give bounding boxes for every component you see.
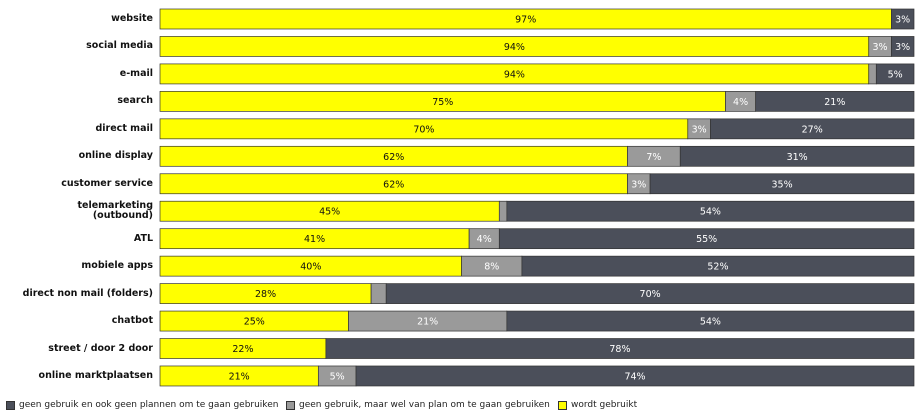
category-label: mobiele apps bbox=[81, 260, 153, 272]
bar-segment bbox=[506, 200, 915, 222]
value-label: 5% bbox=[888, 69, 903, 80]
category-label: direct mail bbox=[95, 122, 154, 134]
category-label: social media bbox=[86, 40, 153, 52]
value-label: 52% bbox=[707, 262, 728, 273]
value-label: 40% bbox=[300, 262, 321, 273]
bar-segment bbox=[868, 63, 877, 85]
bar-segment bbox=[755, 91, 915, 112]
legend-item: wordt gebruikt bbox=[558, 400, 637, 410]
bar-segment bbox=[710, 118, 915, 140]
bar-segment bbox=[649, 173, 915, 195]
value-label: 74% bbox=[624, 371, 645, 382]
bar-segment bbox=[891, 36, 915, 57]
value-label: 55% bbox=[696, 234, 717, 245]
value-label: 70% bbox=[413, 124, 434, 135]
value-label: 97% bbox=[515, 15, 536, 26]
value-label: 35% bbox=[771, 179, 792, 190]
value-label: 54% bbox=[700, 317, 721, 328]
value-label: 3% bbox=[631, 179, 646, 190]
bar-segment bbox=[679, 145, 915, 167]
bar-segment bbox=[521, 255, 915, 277]
category-label: chatbot bbox=[111, 315, 153, 327]
category-label: telemarketing (outbound) bbox=[77, 200, 153, 222]
value-label: 3% bbox=[873, 42, 888, 53]
bar-segment bbox=[891, 8, 915, 30]
category-label: direct non mail (folders) bbox=[22, 287, 153, 299]
value-label: 21% bbox=[417, 317, 438, 328]
value-label: 78% bbox=[609, 344, 630, 355]
value-label: 75% bbox=[432, 97, 453, 108]
value-label: 22% bbox=[232, 344, 253, 355]
value-label: 62% bbox=[383, 152, 404, 163]
legend-item: geen gebruik en ook geen plannen om te g… bbox=[6, 400, 278, 410]
value-label: 62% bbox=[383, 179, 404, 190]
category-label: online display bbox=[78, 150, 153, 162]
bar-segment bbox=[498, 200, 508, 222]
value-label: 41% bbox=[304, 234, 325, 245]
value-label: 94% bbox=[504, 42, 525, 53]
value-label: 3% bbox=[895, 15, 910, 26]
value-label: 70% bbox=[640, 289, 661, 300]
value-label: 28% bbox=[255, 289, 276, 300]
value-label: 3% bbox=[692, 124, 707, 135]
bar-segment bbox=[875, 63, 915, 85]
value-label: 94% bbox=[504, 69, 525, 80]
bar-segment bbox=[498, 228, 915, 250]
value-label: 31% bbox=[787, 152, 808, 163]
bar-segment bbox=[385, 283, 915, 304]
value-label: 27% bbox=[802, 124, 823, 135]
value-label: 4% bbox=[477, 234, 492, 245]
value-label: 21% bbox=[824, 97, 845, 108]
bar-segment bbox=[506, 310, 915, 332]
legend-item: geen gebruik, maar wel van plan om te ga… bbox=[286, 400, 550, 410]
category-label: search bbox=[117, 95, 153, 107]
bar-segment bbox=[355, 365, 915, 387]
legend-label: geen gebruik, maar wel van plan om te ga… bbox=[299, 400, 550, 410]
legend-label: geen gebruik en ook geen plannen om te g… bbox=[19, 400, 279, 410]
value-label: 45% bbox=[319, 207, 340, 218]
value-label: 21% bbox=[229, 371, 250, 382]
category-label: website bbox=[111, 13, 153, 24]
value-label: 7% bbox=[646, 152, 661, 163]
value-label: 3% bbox=[895, 42, 910, 53]
category-label: ATL bbox=[133, 232, 153, 244]
value-label: 54% bbox=[700, 207, 721, 218]
value-label: 25% bbox=[244, 317, 265, 328]
legend-label: wordt gebruikt bbox=[571, 400, 638, 410]
value-label: 8% bbox=[484, 262, 499, 273]
legend-swatch bbox=[286, 400, 295, 410]
bar-segment bbox=[370, 283, 387, 304]
value-label: 4% bbox=[733, 97, 748, 108]
category-label: e-mail bbox=[119, 67, 153, 79]
bar-segment bbox=[325, 338, 915, 359]
category-label: customer service bbox=[61, 177, 153, 189]
category-label: street / door 2 door bbox=[48, 342, 153, 354]
legend-swatch bbox=[6, 400, 15, 410]
category-label: online marktplaatsen bbox=[38, 369, 153, 381]
value-label: 5% bbox=[330, 371, 345, 382]
legend-swatch bbox=[558, 400, 567, 410]
